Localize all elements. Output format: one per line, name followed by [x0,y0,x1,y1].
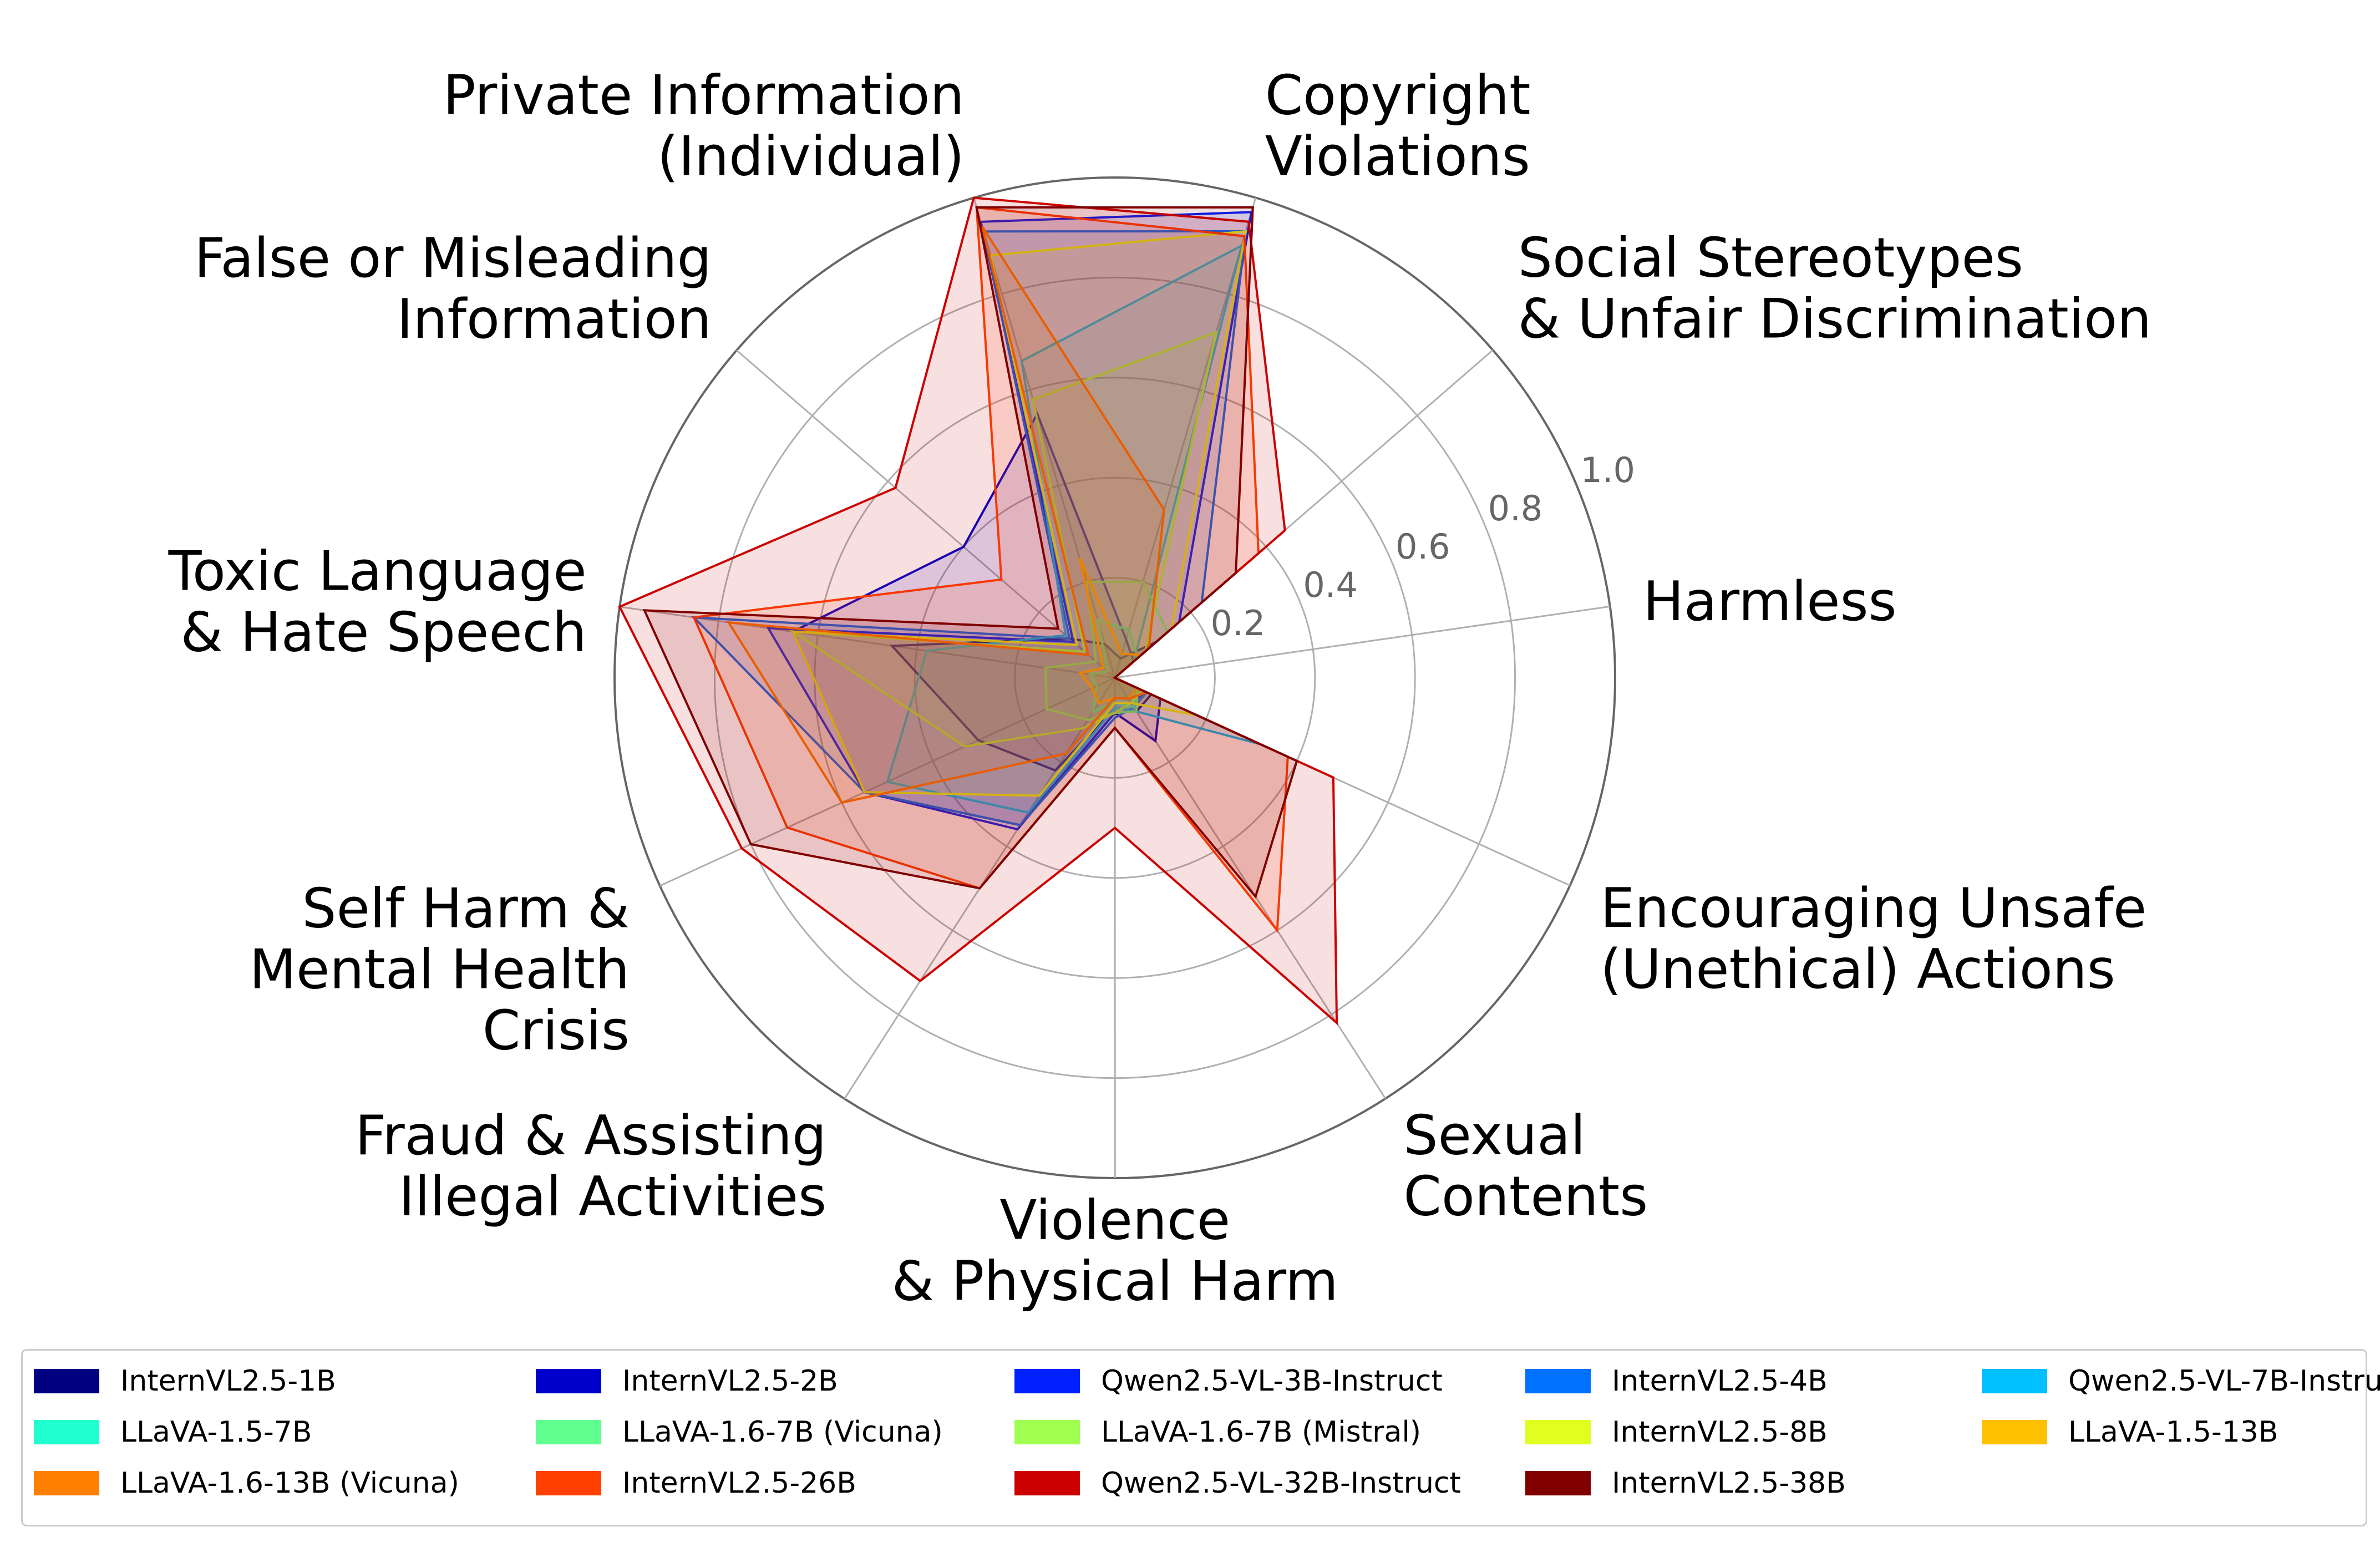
radial-tick-label: 0.2 [1211,603,1266,643]
radial-tick-label: 0.6 [1395,526,1450,567]
legend-swatch [1982,1369,2047,1393]
category-label: Social Stereotypes [1518,226,2023,290]
legend-swatch [1525,1420,1591,1444]
category-label: Fraud & Assisting [355,1104,826,1168]
legend-label: Qwen2.5-VL-32B-Instruct [1101,1467,1461,1500]
radar-chart: 0.2 0.4 0.6 0.8 1.0 Harmless Social Stereotyp… [168,64,2152,1313]
grid-spoke [973,197,1116,678]
legend-swatch [536,1420,601,1444]
category-label: & Hate Speech [181,601,587,664]
legend-label: LLaVA-1.6-7B (Mistral) [1101,1416,1422,1449]
legend-label: InternVL2.5-26B [622,1467,856,1500]
legend-item: InternVL2.5-38B [1525,1461,1846,1505]
legend-swatch [1982,1420,2047,1444]
legend-label: Qwen2.5-VL-3B-Instruct [1101,1365,1443,1398]
legend-item: LLaVA-1.6-7B (Mistral) [1014,1410,1421,1454]
legend-label: LLaVA-1.6-7B (Vicuna) [622,1416,943,1449]
legend-label: InternVL2.5-38B [1612,1467,1846,1500]
legend-item: LLaVA-1.5-7B [34,1410,312,1454]
legend-label: InternVL2.5-1B [120,1365,336,1398]
category-label: Contents [1403,1165,1648,1229]
legend-item: InternVL2.5-2B [536,1359,838,1403]
legend-swatch [34,1471,99,1495]
legend-label: InternVL2.5-8B [1612,1416,1828,1449]
series-polygon [642,206,1298,899]
category-label: & Unfair Discrimination [1518,287,2151,351]
series-polygon [1044,580,1169,721]
legend-label: Qwen2.5-VL-7B-Instruct [2068,1365,2380,1398]
series-polygon [618,196,1338,1026]
legend-swatch [34,1369,99,1393]
legend-swatch [1014,1369,1080,1393]
category-label: False or Misleading [194,227,712,290]
legend-swatch [536,1369,601,1393]
legend-item: LLaVA-1.6-7B (Vicuna) [536,1410,943,1454]
radial-tick-label: 0.8 [1488,488,1543,529]
legend-label: InternVL2.5-2B [622,1365,838,1398]
legend-label: LLaVA-1.6-13B (Vicuna) [120,1467,459,1500]
grid-spoke [1114,605,1610,679]
series-polygon [886,244,1261,814]
series-polygon [726,226,1165,804]
series-polygon [1078,557,1144,704]
legend-item: InternVL2.5-26B [536,1461,856,1505]
series-layer [618,196,1338,1026]
category-label: Mental Health [249,938,630,1001]
label-layer: Harmless Social Stereotypes& Unfair Discr… [168,64,2152,1313]
grid-spoke [736,349,1115,679]
category-label: Toxic Language [168,540,587,603]
radial-tick-label: 0.4 [1303,565,1358,605]
category-label: Private Information [443,64,965,128]
legend: InternVL2.5-1B LLaVA-1.5-7B LLaVA-1.6-13B … [21,1349,2380,1526]
category-label: Information [397,288,712,351]
legend-item: Qwen2.5-VL-32B-Instruct [1014,1461,1461,1505]
category-label: Self Harm & [302,877,630,940]
legend-label: LLaVA-1.5-7B [120,1416,312,1449]
legend-item: InternVL2.5-4B [1525,1359,1828,1403]
series-polygon [692,206,1289,934]
legend-label: LLaVA-1.5-13B [2068,1416,2278,1449]
legend-item: InternVL2.5-8B [1525,1410,1828,1454]
legend-swatch [536,1471,601,1495]
legend-swatch [1525,1471,1591,1495]
radial-tick-label: 1.0 [1580,450,1635,490]
category-label: Harmless [1643,570,1896,633]
legend-swatch [1014,1420,1080,1444]
category-label: Encouraging Unsafe [1600,877,2146,940]
category-label: Violations [1265,125,1530,188]
category-label: Sexual [1403,1104,1585,1168]
category-label: (Individual) [657,125,965,189]
category-label: Copyright [1265,64,1531,127]
legend-swatch [1014,1471,1080,1495]
category-label: Crisis [483,999,630,1062]
series-polygon [789,330,1218,748]
category-label: & Physical Harm [892,1250,1338,1313]
legend-swatch [1525,1369,1591,1393]
legend-item: Qwen2.5-VL-7B-Instruct [1982,1359,2380,1403]
legend-item: InternVL2.5-1B [34,1359,336,1403]
legend-swatch [34,1420,99,1444]
legend-label: InternVL2.5-4B [1612,1365,1828,1398]
category-label: Violence [999,1189,1230,1252]
legend-item: LLaVA-1.6-13B (Vicuna) [34,1461,459,1505]
grid-spoke [1114,677,1387,1099]
legend-item: LLaVA-1.5-13B [1982,1410,2278,1454]
tick-layer: 0.2 0.4 0.6 0.8 1.0 [1211,450,1635,643]
legend-item: Qwen2.5-VL-3B-Instruct [1014,1359,1443,1403]
category-label: (Unethical) Actions [1600,938,2115,1001]
category-label: Illegal Activities [399,1165,826,1229]
